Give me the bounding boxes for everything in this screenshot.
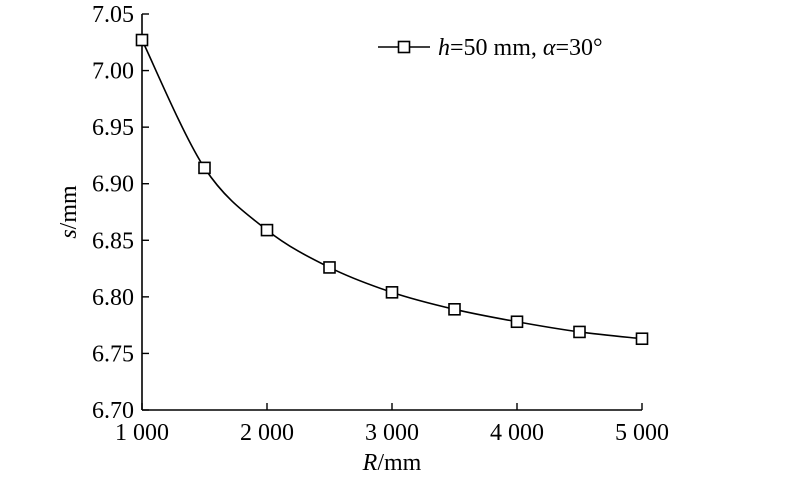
axes — [141, 14, 642, 411]
x-axis-label: R/mm — [362, 450, 422, 476]
data-point-marker — [573, 325, 586, 339]
legend-marker-square — [397, 40, 411, 54]
data-point-marker — [323, 261, 336, 274]
data-point-marker — [260, 223, 274, 237]
y-tick-label: 7.00 — [92, 59, 134, 85]
data-point-marker — [135, 33, 149, 47]
y-tick-label: 6.85 — [92, 228, 134, 254]
y-tick-label: 6.90 — [92, 172, 134, 198]
legend: h=50 mm, α=30° — [378, 35, 603, 61]
data-point-marker — [635, 332, 649, 346]
x-tick-label: 5 000 — [615, 420, 669, 446]
data-point-marker — [448, 303, 461, 316]
legend-label: h=50 mm, α=30° — [438, 35, 603, 61]
x-tick-label: 2 000 — [240, 420, 294, 446]
x-axis-ticks: 1 000 2 000 3 000 4 000 5 000 — [115, 403, 669, 446]
data-point-marker — [510, 315, 524, 329]
data-point-marker — [385, 286, 399, 299]
series-layer — [135, 33, 649, 346]
y-tick-label: 7.05 — [92, 2, 134, 28]
y-tick-label: 6.75 — [92, 341, 134, 367]
y-tick-label: 6.80 — [92, 285, 134, 311]
y-tick-label: 6.95 — [92, 115, 134, 141]
x-tick-label: 1 000 — [115, 420, 169, 446]
y-axis-ticks: 6.70 6.75 6.80 6.85 6.90 6.95 7.00 7.05 — [92, 2, 149, 424]
y-tick-label: 6.70 — [92, 398, 134, 424]
x-tick-label: 3 000 — [365, 420, 419, 446]
y-axis-label: s/mm — [56, 185, 82, 239]
x-tick-label: 4 000 — [490, 420, 544, 446]
data-point-marker — [198, 161, 211, 175]
